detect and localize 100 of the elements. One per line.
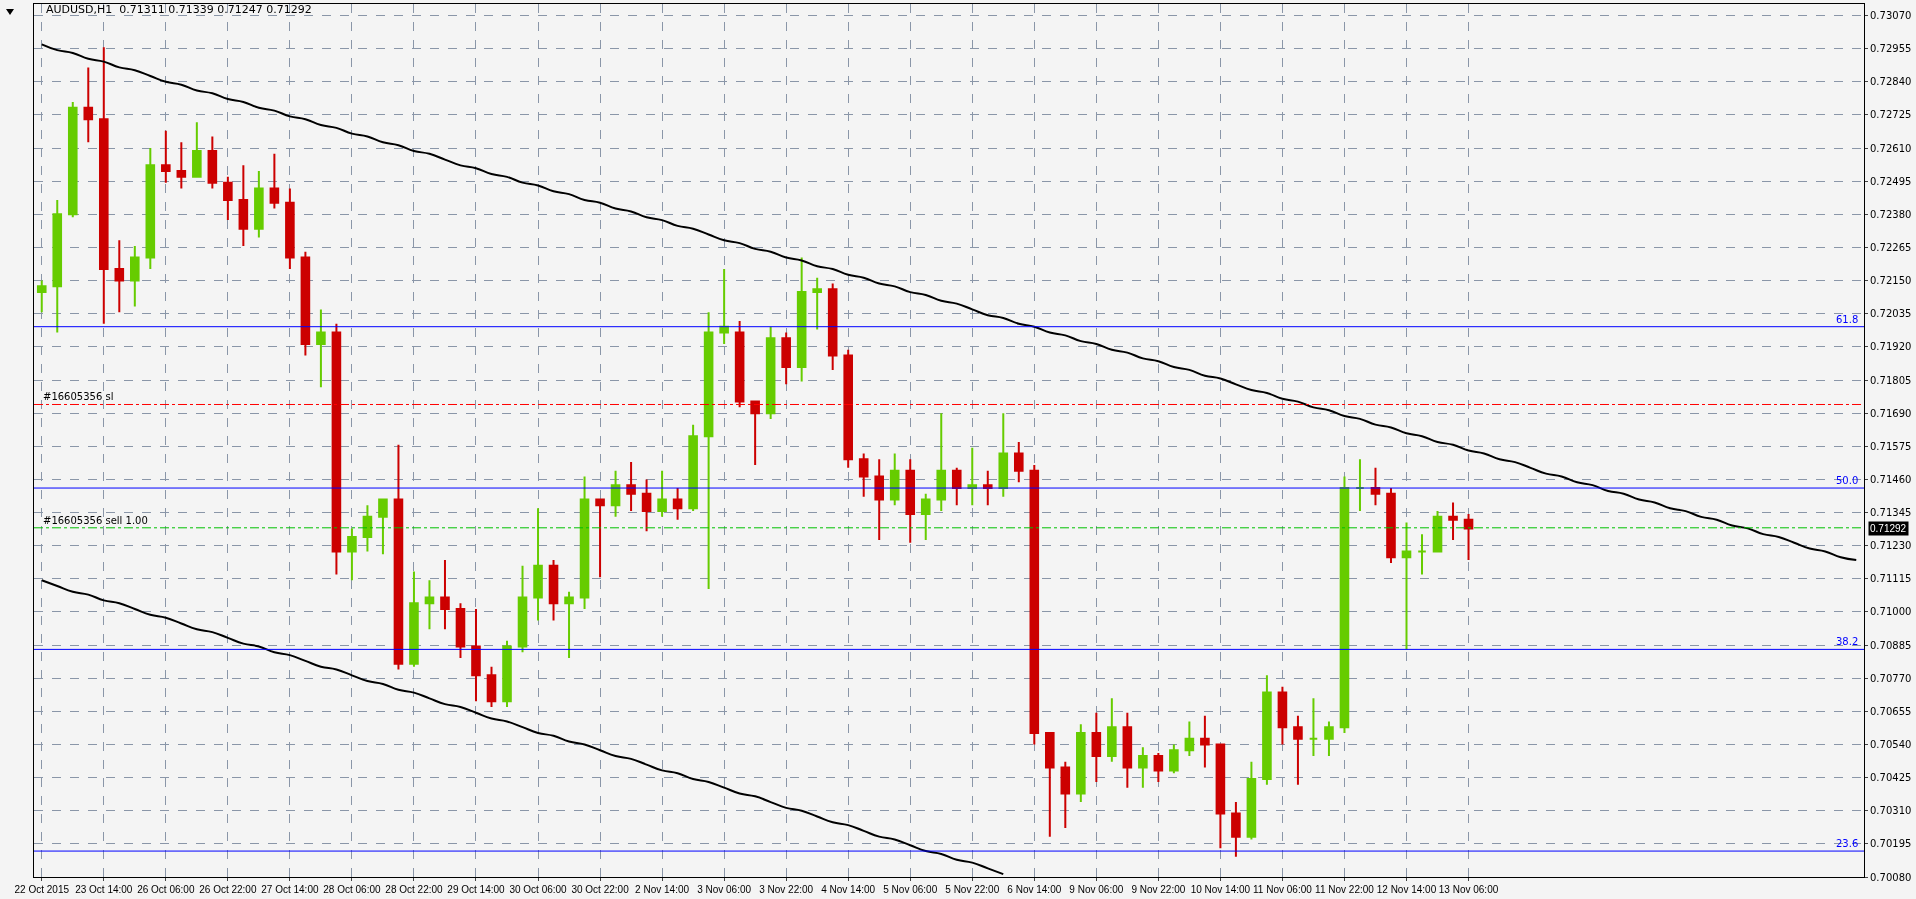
y-tick-label: 0.70425 [1870, 772, 1912, 784]
x-tick-label: 27 Oct 14:00 [261, 884, 319, 895]
candlestick [1169, 743, 1179, 775]
candlestick [176, 141, 187, 190]
candlestick [812, 276, 822, 331]
candlestick [672, 487, 683, 521]
candlestick [455, 602, 466, 660]
x-tick-label: 6 Nov 14:00 [1007, 884, 1062, 895]
candlestick [269, 152, 280, 210]
x-tick-label: 28 Oct 22:00 [385, 884, 444, 895]
annotation: 23.6 [1836, 838, 1859, 849]
candlestick [641, 478, 652, 533]
x-tick-label: 3 Nov 06:00 [697, 884, 752, 895]
candlestick [1045, 731, 1055, 838]
y-tick-label: 0.71575 [1870, 440, 1912, 452]
chart-title: AUDUSD,H1 0.71311 0.71339 0.71247 0.71292 [45, 3, 312, 17]
candlestick [1231, 801, 1241, 858]
candlestick [1432, 510, 1443, 553]
y-tick-label: 0.72495 [1870, 175, 1912, 187]
candlestick [130, 245, 140, 308]
candlestick [486, 665, 497, 709]
candlestick [1262, 674, 1272, 786]
candlestick [1308, 697, 1319, 757]
x-tick-label: 26 Oct 22:00 [199, 884, 257, 895]
candlestick [579, 475, 590, 611]
candlestick [424, 579, 435, 631]
y-tick-label: 0.72610 [1870, 142, 1912, 154]
x-tick-label: 11 Nov 22:00 [1315, 884, 1375, 895]
y-tick-label: 0.71805 [1870, 374, 1912, 386]
candlestick [440, 559, 450, 631]
candlestick [1417, 533, 1427, 576]
y-tick-label: 0.71115 [1870, 573, 1912, 585]
y-tick-label: 0.72150 [1870, 275, 1912, 287]
candlestick [1448, 501, 1458, 541]
y-tick-label: 0.70540 [1870, 738, 1912, 750]
candlestick [223, 175, 233, 222]
x-tick-label: 5 Nov 06:00 [883, 884, 938, 895]
candlestick [300, 250, 311, 357]
text: 0.71292 [1870, 523, 1907, 534]
candlestick [145, 147, 156, 271]
candlestick [347, 527, 357, 582]
candlestick [409, 570, 419, 668]
x-tick-label: 30 Oct 06:00 [509, 884, 568, 895]
candlestick [67, 100, 78, 219]
y-tick-label: 0.72840 [1870, 76, 1912, 88]
x-tick-label: 28 Oct 06:00 [323, 884, 381, 895]
y-tick-label: 0.71460 [1870, 473, 1912, 485]
candlestick [796, 256, 807, 383]
candlestick [827, 282, 838, 371]
y-tick-label: 0.71345 [1870, 507, 1912, 519]
candlestick [843, 348, 853, 469]
candlestick [703, 311, 714, 590]
candlestick [285, 187, 295, 271]
y-tick-label: 0.70195 [1870, 838, 1912, 850]
ref-line-label: #16605356 sl [43, 391, 114, 402]
candlestick [161, 129, 171, 184]
candlestick [98, 46, 109, 325]
x-tick-label: 9 Nov 06:00 [1069, 884, 1124, 895]
candlestick [52, 198, 63, 334]
candlestick [1215, 743, 1226, 850]
candlestick [1153, 752, 1164, 783]
candlestick [362, 504, 373, 553]
candlestick [1013, 440, 1024, 484]
candlestick [1122, 711, 1133, 789]
candlestick [207, 135, 218, 190]
candlestick [657, 469, 667, 518]
candlestick [610, 469, 621, 518]
candlestick [595, 498, 605, 579]
candlestick [36, 279, 47, 314]
candlestick [920, 492, 931, 541]
candlestick [564, 590, 574, 660]
candlestick [1401, 521, 1412, 651]
candlestick [951, 466, 962, 507]
x-tick-label: 5 Nov 22:00 [945, 884, 1000, 895]
annotation: 38.2 [1836, 636, 1859, 647]
candlestick [393, 443, 404, 671]
y-tick-label: 0.72035 [1870, 308, 1912, 320]
candlestick [858, 452, 869, 498]
candlestick [1060, 760, 1071, 830]
annotation: 50.0 [1836, 475, 1859, 486]
line-series [40, 43, 1858, 562]
y-tick-label: 0.72725 [1870, 109, 1912, 121]
candlestick [626, 461, 636, 513]
candlestick [83, 66, 94, 144]
candlestick [1339, 475, 1350, 734]
candlestick [734, 319, 745, 409]
x-tick-label: 11 Nov 06:00 [1253, 884, 1313, 895]
candlestick [533, 507, 543, 622]
candlestick [688, 423, 698, 513]
candlestick [750, 400, 760, 466]
candlestick [967, 446, 978, 507]
x-tick-label: 4 Nov 14:00 [821, 884, 876, 895]
x-tick-label: 9 Nov 22:00 [1131, 884, 1186, 895]
y-tick-label: 0.70885 [1870, 639, 1912, 651]
candlestick [1091, 711, 1102, 783]
y-tick-label: 0.72955 [1870, 43, 1912, 55]
y-tick-label: 0.72265 [1870, 241, 1912, 253]
line-series [40, 579, 1005, 876]
x-tick-label: 26 Oct 06:00 [137, 884, 195, 895]
candlestick [1324, 720, 1334, 757]
